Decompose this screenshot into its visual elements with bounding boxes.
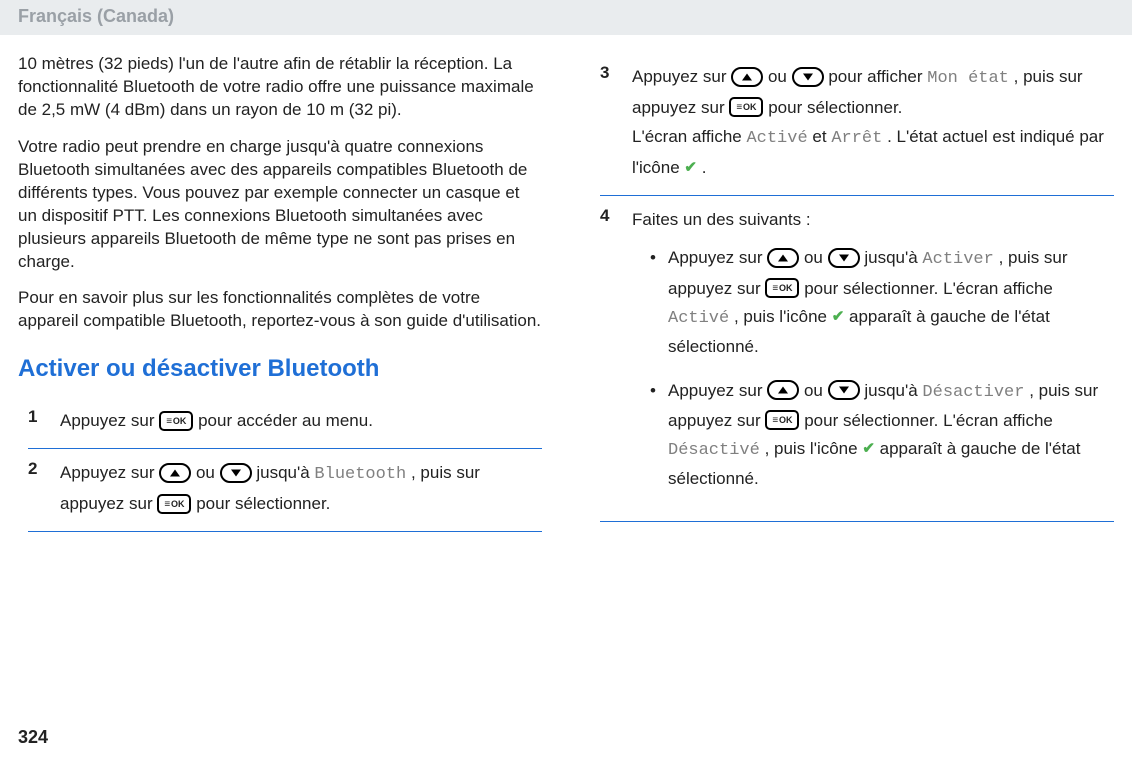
step-number: 3 [600, 59, 609, 88]
ok-key-icon: OK [729, 97, 763, 117]
step4-text-a: Faites un des suivants : [632, 210, 811, 229]
step3-text-c: pour afficher [828, 67, 927, 86]
up-arrow-key-icon [159, 463, 191, 483]
up-arrow-key-icon [767, 380, 799, 400]
b2-a: Appuyez sur [668, 381, 767, 400]
step3-text-and: et [812, 127, 831, 146]
check-icon: ✔ [862, 437, 875, 462]
step-number: 1 [28, 403, 37, 432]
bullet-activate: Appuyez sur ou jusqu'à Activer , puis su… [650, 244, 1114, 360]
up-arrow-key-icon [731, 67, 763, 87]
b1-e: pour sélectionner. L'écran affiche [804, 279, 1053, 298]
step3-text-e: pour sélectionner. [768, 98, 902, 117]
mon-etat-label: Mon état [927, 69, 1009, 88]
step-1: 1 Appuyez sur OK pour accéder au menu. [28, 397, 542, 449]
b2-b: ou [804, 381, 828, 400]
step-4: 4 Faites un des suivants : Appuyez sur o… [600, 196, 1114, 522]
ok-key-icon: OK [157, 494, 191, 514]
desactive-label: Désactivé [668, 441, 760, 460]
down-arrow-key-icon [220, 463, 252, 483]
page-number: 324 [18, 727, 48, 748]
down-arrow-key-icon [828, 248, 860, 268]
step-3: 3 Appuyez sur ou pour afficher Mon état … [600, 53, 1114, 196]
b1-f: , puis l'icône [734, 307, 832, 326]
check-icon: ✔ [684, 155, 697, 181]
step-number: 2 [28, 455, 37, 484]
step1-text-a: Appuyez sur [60, 411, 159, 430]
paragraph-1: 10 mètres (32 pieds) l'un de l'autre afi… [18, 53, 542, 122]
active-label: Activé [746, 129, 807, 148]
step-number: 4 [600, 202, 609, 231]
language-header: Français (Canada) [18, 6, 174, 26]
step-2: 2 Appuyez sur ou jusqu'à Bluetooth , pui… [28, 449, 542, 532]
step3-text-a: Appuyez sur [632, 67, 731, 86]
ok-key-icon: OK [765, 410, 799, 430]
desactiver-label: Désactiver [922, 383, 1024, 402]
steps-left: 1 Appuyez sur OK pour accéder au menu. 2… [18, 397, 542, 532]
b2-c: jusqu'à [864, 381, 922, 400]
step3-text-f3: . [702, 158, 707, 177]
right-column: 3 Appuyez sur ou pour afficher Mon état … [590, 53, 1114, 532]
b1-a: Appuyez sur [668, 248, 767, 267]
bluetooth-label: Bluetooth [314, 465, 406, 484]
paragraph-2: Votre radio peut prendre en charge jusqu… [18, 136, 542, 274]
step1-text-b: pour accéder au menu. [198, 411, 373, 430]
down-arrow-key-icon [828, 380, 860, 400]
steps-right: 3 Appuyez sur ou pour afficher Mon état … [590, 53, 1114, 522]
check-icon: ✔ [832, 305, 845, 330]
b2-f: , puis l'icône [765, 439, 863, 458]
step2-text-c: jusqu'à [256, 463, 314, 482]
left-column: 10 mètres (32 pieds) l'un de l'autre afi… [18, 53, 542, 532]
step2-text-a: Appuyez sur [60, 463, 159, 482]
b1-c: jusqu'à [864, 248, 922, 267]
step3-text-f1: L'écran affiche [632, 127, 746, 146]
language-header-bar: Français (Canada) [0, 0, 1132, 35]
up-arrow-key-icon [767, 248, 799, 268]
b1-b: ou [804, 248, 828, 267]
activer-label: Activer [922, 250, 993, 269]
bullet-deactivate: Appuyez sur ou jusqu'à Désactiver , puis… [650, 377, 1114, 493]
section-heading: Activer ou désactiver Bluetooth [18, 355, 542, 383]
step4-bullets: Appuyez sur ou jusqu'à Activer , puis su… [632, 244, 1114, 492]
down-arrow-key-icon [792, 67, 824, 87]
page: Français (Canada) 10 mètres (32 pieds) l… [0, 0, 1132, 762]
ok-key-icon: OK [765, 278, 799, 298]
paragraph-3: Pour en savoir plus sur les fonctionnali… [18, 287, 542, 333]
step3-text-b: ou [768, 67, 792, 86]
step2-text-e: pour sélectionner. [196, 494, 330, 513]
content-columns: 10 mètres (32 pieds) l'un de l'autre afi… [18, 35, 1114, 532]
active-label: Activé [668, 309, 729, 328]
ok-key-icon: OK [159, 411, 193, 431]
arret-label: Arrêt [831, 129, 882, 148]
step2-text-b: ou [196, 463, 220, 482]
b2-e: pour sélectionner. L'écran affiche [804, 411, 1053, 430]
